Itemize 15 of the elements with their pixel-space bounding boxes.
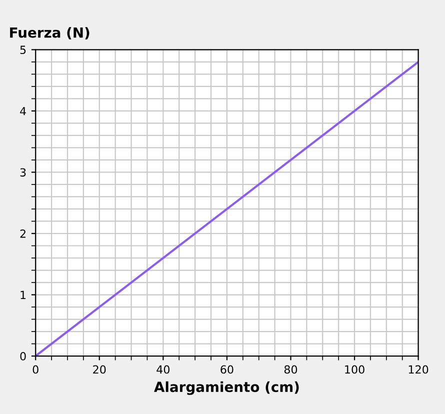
y-tick-label: 0 xyxy=(20,352,26,360)
x-tick-label: 40 xyxy=(156,365,170,374)
y-tick-label: 3 xyxy=(20,168,26,177)
x-axis-title: Alargamiento (cm) xyxy=(154,381,299,395)
y-tick-label: 1 xyxy=(20,290,26,299)
x-tick-label: 0 xyxy=(32,365,38,374)
x-tick-label: 80 xyxy=(284,365,298,374)
y-tick-label: 2 xyxy=(20,229,26,238)
x-tick-label: 100 xyxy=(345,365,364,374)
y-tick-label: 4 xyxy=(20,107,26,116)
y-tick-label: 5 xyxy=(20,46,26,54)
x-tick-label: 120 xyxy=(408,365,428,374)
y-axis-title: Fuerza (N) xyxy=(10,27,90,40)
x-tick-label: 60 xyxy=(220,365,234,374)
x-tick-label: 20 xyxy=(93,365,106,374)
